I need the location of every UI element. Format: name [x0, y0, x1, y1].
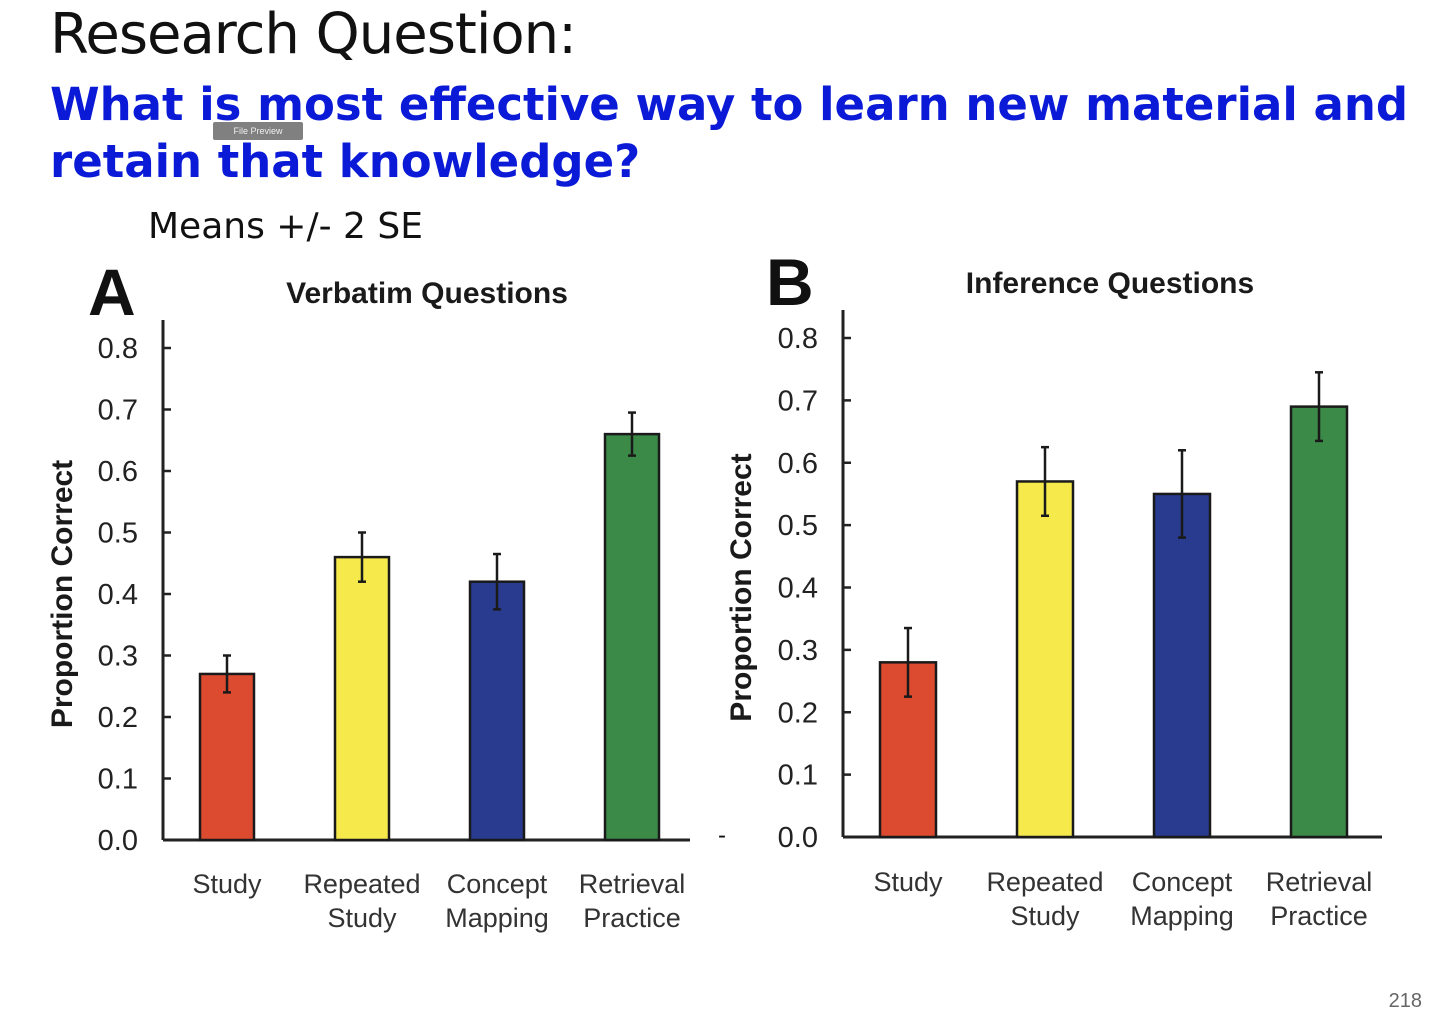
panel-b-category-label: Repeated [986, 867, 1103, 897]
panel-a-y-tick-label: 0.0 [98, 825, 138, 857]
panel-a-bar [603, 432, 661, 842]
panel-b-category-label: Study [873, 867, 943, 897]
panel-a-bar [198, 672, 256, 842]
panel-a-y-axis-title: Proportion Correct [46, 460, 79, 728]
panel-b-y-tick-label: 0.3 [778, 635, 818, 667]
panel-a-y-tick-label: 0.3 [98, 641, 138, 673]
chart-subtitle: Means +/- 2 SE [148, 206, 423, 247]
stray-dash: - [718, 822, 726, 849]
panel-b-bar [1289, 405, 1349, 839]
panel-a-category-label: Concept [447, 869, 548, 899]
panel-b-y-tick-label: 0.2 [778, 697, 818, 729]
panel-b-title: Inference Questions [966, 267, 1254, 300]
panel-b-y-axis-title: Proportion Correct [725, 453, 758, 721]
panel-a-bar [333, 555, 391, 842]
panel-a-category-label: Repeated [303, 869, 420, 899]
panel-b-y-tick-label: 0.0 [778, 822, 818, 854]
panel-b-y-tick-label: 0.4 [778, 573, 818, 605]
panel-a-category-label: Study [327, 903, 397, 933]
panel-a-y-tick-label: 0.5 [98, 518, 138, 550]
panel-b-y-tick-label: 0.8 [778, 323, 818, 355]
panel-b-category-label: Mapping [1130, 901, 1234, 931]
slide-title: Research Question: [50, 2, 577, 67]
panel-b-category-label: Retrieval [1266, 867, 1373, 897]
panel-a-y-tick-label: 0.2 [98, 702, 138, 734]
panel-a-category-label: Practice [583, 903, 681, 933]
panel-b-y-tick-label: 0.6 [778, 448, 818, 480]
panel-b-bar [1015, 480, 1075, 839]
panel-a-y-tick-label: 0.1 [98, 764, 138, 796]
file-preview-tooltip: File Preview [213, 122, 303, 140]
panel-b-y-tick-label: 0.5 [778, 510, 818, 542]
panel-a-title: Verbatim Questions [286, 277, 568, 310]
panel-a-category-label: Retrieval [579, 869, 686, 899]
panel-a-category-label: Mapping [445, 903, 549, 933]
panel-b-letter: B [766, 245, 814, 319]
panel-a-y-tick-label: 0.4 [98, 579, 138, 611]
panel-a-y-tick-label: 0.6 [98, 456, 138, 488]
panel-a-category-label: Study [192, 869, 262, 899]
panel-a-letter: A [88, 255, 136, 329]
panel-b-bar [1152, 492, 1212, 839]
panel-a-y-tick-label: 0.7 [98, 395, 138, 427]
panel-b-y-tick-label: 0.1 [778, 760, 818, 792]
panel-b-category-label: Concept [1132, 867, 1233, 897]
panel-b-category-label: Study [1010, 901, 1080, 931]
panel-a-y-tick-label: 0.8 [98, 333, 138, 365]
panel-b-category-label: Practice [1270, 901, 1368, 931]
page-number: 218 [1388, 990, 1422, 1012]
panel-b-y-tick-label: 0.7 [778, 385, 818, 417]
